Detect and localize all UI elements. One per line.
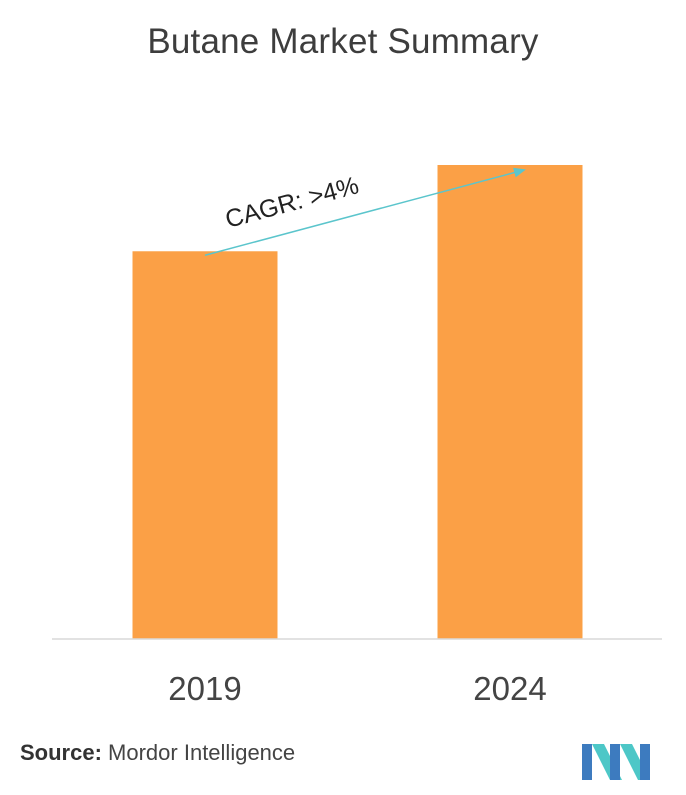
x-tick-label-2024: 2024 [473,670,546,707]
chart-title: Butane Market Summary [147,22,539,61]
bars-group [132,165,583,639]
source-label: Source: [20,740,102,765]
cagr-arrow [204,167,526,256]
x-tick-labels: 2019 2024 [168,670,546,707]
cagr-annotation: CAGR: >4% [222,171,361,233]
x-tick-label-2019: 2019 [168,670,241,707]
source-line: Source: Mordor Intelligence [20,740,295,766]
bar-2024 [437,165,583,639]
bar-2019 [132,251,278,639]
source-value: Mordor Intelligence [108,740,296,765]
mordor-intelligence-logo-icon [582,744,650,780]
